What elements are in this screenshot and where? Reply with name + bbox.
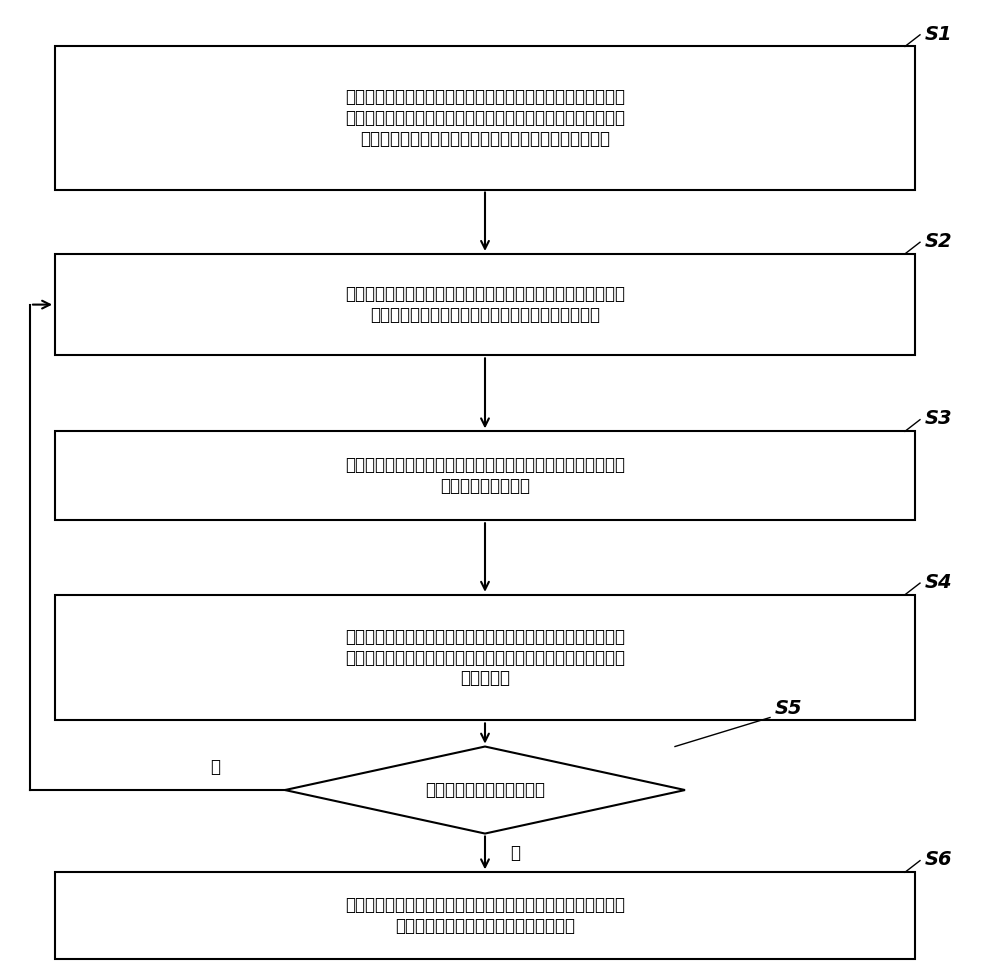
Text: 幅相响应对角矩阵是否收敛: 幅相响应对角矩阵是否收敛 bbox=[425, 781, 545, 799]
Text: S1: S1 bbox=[925, 24, 953, 44]
Text: S2: S2 bbox=[925, 232, 953, 250]
Text: S4: S4 bbox=[925, 572, 953, 592]
Text: S6: S6 bbox=[925, 850, 953, 869]
Bar bbox=[55, 872, 915, 959]
Text: S3: S3 bbox=[925, 409, 953, 428]
Polygon shape bbox=[285, 747, 685, 834]
Bar bbox=[55, 253, 915, 355]
Bar bbox=[55, 431, 915, 520]
Text: 根据均匀线性阵列模型的接收数据构建一个四阶累积量矩阵，基
于所述四阶累积量矩阵对所述阵列模型的混合信号源的二维电子
角分别进行逐一估计，获得第一维电子角和第二维: 根据均匀线性阵列模型的接收数据构建一个四阶累积量矩阵，基 于所述四阶累积量矩阵对… bbox=[345, 88, 625, 148]
Bar bbox=[55, 595, 915, 720]
Bar bbox=[55, 46, 915, 190]
Text: 利用多个校正阵元消除所述幅相响应估计值中的模糊相位，估计
出幅相响应对角矩阵: 利用多个校正阵元消除所述幅相响应估计值中的模糊相位，估计 出幅相响应对角矩阵 bbox=[345, 456, 625, 495]
Text: 根据第一维电子角和第二维电子角，对阵列模型的接收数据的协
方差矩阵进行特征分解，估计出阵列模型的幅相响应: 根据第一维电子角和第二维电子角，对阵列模型的接收数据的协 方差矩阵进行特征分解，… bbox=[345, 285, 625, 324]
Text: 利用幅相响应矩阵对均匀线性阵列的接收数据进行校正，重新构
建四阶累积量矩阵，基于四阶累积量矩阵重新估计混合信号源的
二维电子角: 利用幅相响应矩阵对均匀线性阵列的接收数据进行校正，重新构 建四阶累积量矩阵，基于… bbox=[345, 628, 625, 688]
Text: S5: S5 bbox=[775, 698, 803, 718]
Text: 否: 否 bbox=[210, 757, 220, 776]
Text: 利用混合信号源的第二维电子角收敛值判断混合信号源中的入射
信号源类型，输出入射信号源的定位结果: 利用混合信号源的第二维电子角收敛值判断混合信号源中的入射 信号源类型，输出入射信… bbox=[345, 896, 625, 935]
Text: 是: 是 bbox=[510, 844, 520, 862]
